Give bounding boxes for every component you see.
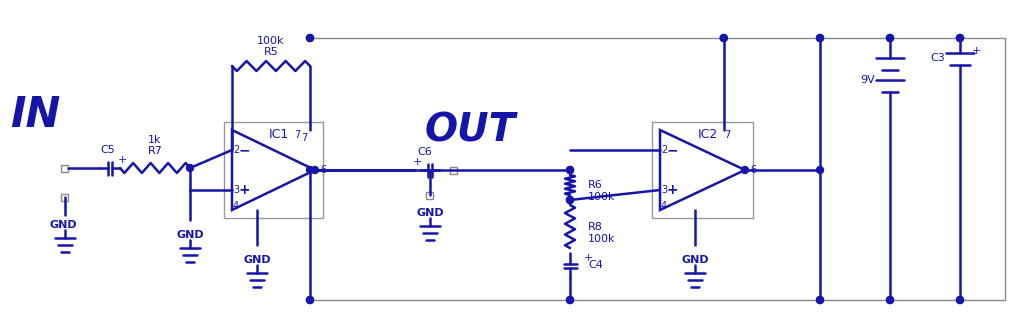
Circle shape [306,34,313,42]
Text: 100k: 100k [588,192,615,202]
Circle shape [956,297,964,303]
Text: −: − [667,143,678,157]
Circle shape [186,165,194,172]
Text: 3: 3 [233,185,240,195]
Text: 3: 3 [662,185,667,195]
Text: −: − [239,143,250,157]
Text: 9V: 9V [860,75,876,85]
Text: 7: 7 [724,130,730,140]
Circle shape [741,167,749,174]
Text: R7: R7 [147,146,163,156]
Circle shape [566,297,573,303]
Text: +: + [667,183,678,197]
Text: +: + [972,46,981,56]
Circle shape [566,297,573,303]
Circle shape [887,297,894,303]
Circle shape [887,34,894,42]
Text: +: + [413,157,422,167]
Bar [450,167,457,174]
Text: GND: GND [416,208,443,218]
Circle shape [566,167,573,174]
Text: +: + [239,183,250,197]
Text: GND: GND [681,255,709,265]
Text: 2: 2 [233,145,240,155]
Circle shape [306,34,313,42]
Bar [652,122,753,218]
Text: 4: 4 [233,201,240,211]
Circle shape [816,34,823,42]
Circle shape [956,297,964,303]
Text: 6: 6 [750,165,756,175]
Text: 100k: 100k [588,234,615,243]
Text: OUT: OUT [424,111,515,149]
Bar [61,194,68,201]
Text: R5: R5 [263,47,279,57]
Circle shape [306,297,313,303]
Circle shape [566,167,573,174]
Text: +: + [584,253,593,263]
Text: 100k: 100k [257,36,285,46]
Text: 4: 4 [662,201,667,211]
Text: 6: 6 [319,165,326,175]
Bar [426,192,433,199]
Text: +: + [118,155,127,165]
Text: IC2: IC2 [697,128,718,141]
Text: GND: GND [243,255,270,265]
Text: C6: C6 [418,147,432,157]
Bar [61,165,68,172]
Text: IN: IN [10,94,60,136]
Text: IC1: IC1 [268,128,289,141]
Text: R6: R6 [588,180,603,190]
Circle shape [816,297,823,303]
Circle shape [816,34,823,42]
Circle shape [566,196,573,203]
Circle shape [311,167,318,174]
Circle shape [306,297,313,303]
Text: GND: GND [49,220,77,230]
Text: 7: 7 [301,133,307,143]
Text: C3: C3 [931,53,945,63]
Text: GND: GND [176,230,204,240]
Circle shape [720,34,727,42]
Circle shape [956,34,964,42]
Circle shape [956,34,964,42]
Text: 2: 2 [662,145,668,155]
Circle shape [887,297,894,303]
Text: C4: C4 [588,260,603,271]
Bar [224,122,323,218]
Circle shape [816,167,823,174]
Circle shape [887,34,894,42]
Circle shape [306,167,313,174]
Text: R8: R8 [588,221,603,232]
Circle shape [720,34,727,42]
Text: 7: 7 [294,130,300,140]
Circle shape [816,297,823,303]
Text: 1k: 1k [148,135,162,145]
Circle shape [566,196,573,203]
Text: C5: C5 [100,145,116,155]
